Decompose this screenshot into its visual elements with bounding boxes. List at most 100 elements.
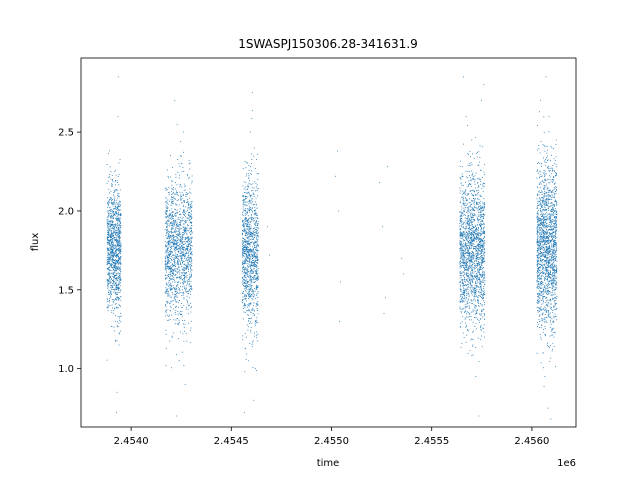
data-point (182, 243, 184, 245)
data-point (185, 195, 187, 197)
data-point (462, 286, 464, 288)
data-point (470, 283, 472, 285)
data-point (179, 226, 181, 228)
data-point (475, 152, 477, 154)
data-point (110, 288, 112, 290)
data-point (250, 221, 252, 223)
data-point (252, 278, 254, 280)
data-point (116, 286, 118, 288)
data-point (191, 232, 193, 234)
data-point (483, 182, 485, 184)
data-point (120, 262, 122, 264)
data-point (108, 252, 110, 254)
data-point (253, 234, 255, 236)
data-point (483, 241, 485, 243)
data-point (176, 293, 178, 295)
data-point (480, 234, 482, 236)
data-point (250, 166, 252, 168)
data-point (464, 181, 466, 183)
data-point (119, 260, 121, 262)
data-point (112, 259, 114, 261)
data-point (187, 269, 189, 271)
data-point (171, 252, 173, 254)
data-point (179, 177, 181, 179)
data-point (255, 227, 257, 229)
data-point (472, 275, 474, 277)
data-point (183, 271, 185, 273)
data-point (245, 249, 247, 251)
data-point (111, 263, 113, 265)
data-point (473, 310, 475, 312)
data-point (106, 241, 108, 243)
data-point (191, 269, 193, 271)
data-point (182, 216, 184, 218)
data-point (469, 243, 471, 245)
data-point (189, 330, 191, 332)
data-point (467, 154, 469, 156)
data-point (118, 304, 120, 306)
data-point (117, 209, 119, 211)
data-point (248, 192, 250, 194)
data-point (182, 269, 184, 271)
data-point (464, 208, 466, 210)
data-point (255, 252, 257, 254)
data-point (180, 184, 182, 186)
data-point (119, 189, 121, 191)
data-point (188, 264, 190, 266)
data-point (189, 243, 191, 245)
data-point (460, 298, 462, 300)
data-point (183, 228, 185, 230)
data-point (179, 219, 181, 221)
data-point (173, 298, 175, 300)
data-point (483, 240, 485, 242)
data-point (172, 228, 174, 230)
data-point (482, 221, 484, 223)
data-point (166, 301, 167, 303)
data-point (111, 239, 113, 241)
data-point (117, 249, 119, 251)
data-point (176, 222, 178, 224)
data-point (172, 278, 174, 280)
data-point (176, 285, 178, 287)
data-point (190, 302, 192, 304)
data-point (113, 263, 115, 265)
data-point (248, 292, 250, 294)
data-point (189, 248, 191, 250)
data-point (109, 206, 111, 208)
data-point (245, 305, 247, 307)
data-point (189, 268, 191, 270)
data-point (250, 276, 252, 278)
data-point (246, 220, 248, 222)
data-point (120, 280, 122, 282)
data-point (170, 269, 172, 271)
data-point (183, 226, 185, 228)
data-point (257, 269, 259, 271)
data-point (244, 239, 246, 241)
data-point (257, 268, 259, 270)
data-point (257, 232, 259, 234)
data-point (167, 250, 169, 252)
data-point (460, 238, 462, 240)
data-point (109, 276, 111, 278)
data-point (166, 263, 168, 265)
data-point (186, 272, 188, 274)
data-point (248, 243, 250, 245)
data-point (479, 253, 481, 255)
data-point (465, 189, 467, 191)
data-point (168, 186, 170, 188)
data-point (466, 239, 468, 241)
data-point (460, 182, 462, 184)
data-point (167, 289, 169, 291)
data-point (248, 208, 250, 210)
data-point (464, 247, 466, 249)
data-point (468, 171, 470, 173)
data-point (251, 219, 253, 221)
data-point (119, 209, 121, 211)
data-point (471, 229, 473, 231)
data-point (184, 216, 186, 218)
data-point (470, 240, 472, 242)
data-point (166, 202, 168, 204)
data-point (182, 282, 184, 284)
data-point (107, 203, 109, 205)
data-point (473, 304, 475, 306)
